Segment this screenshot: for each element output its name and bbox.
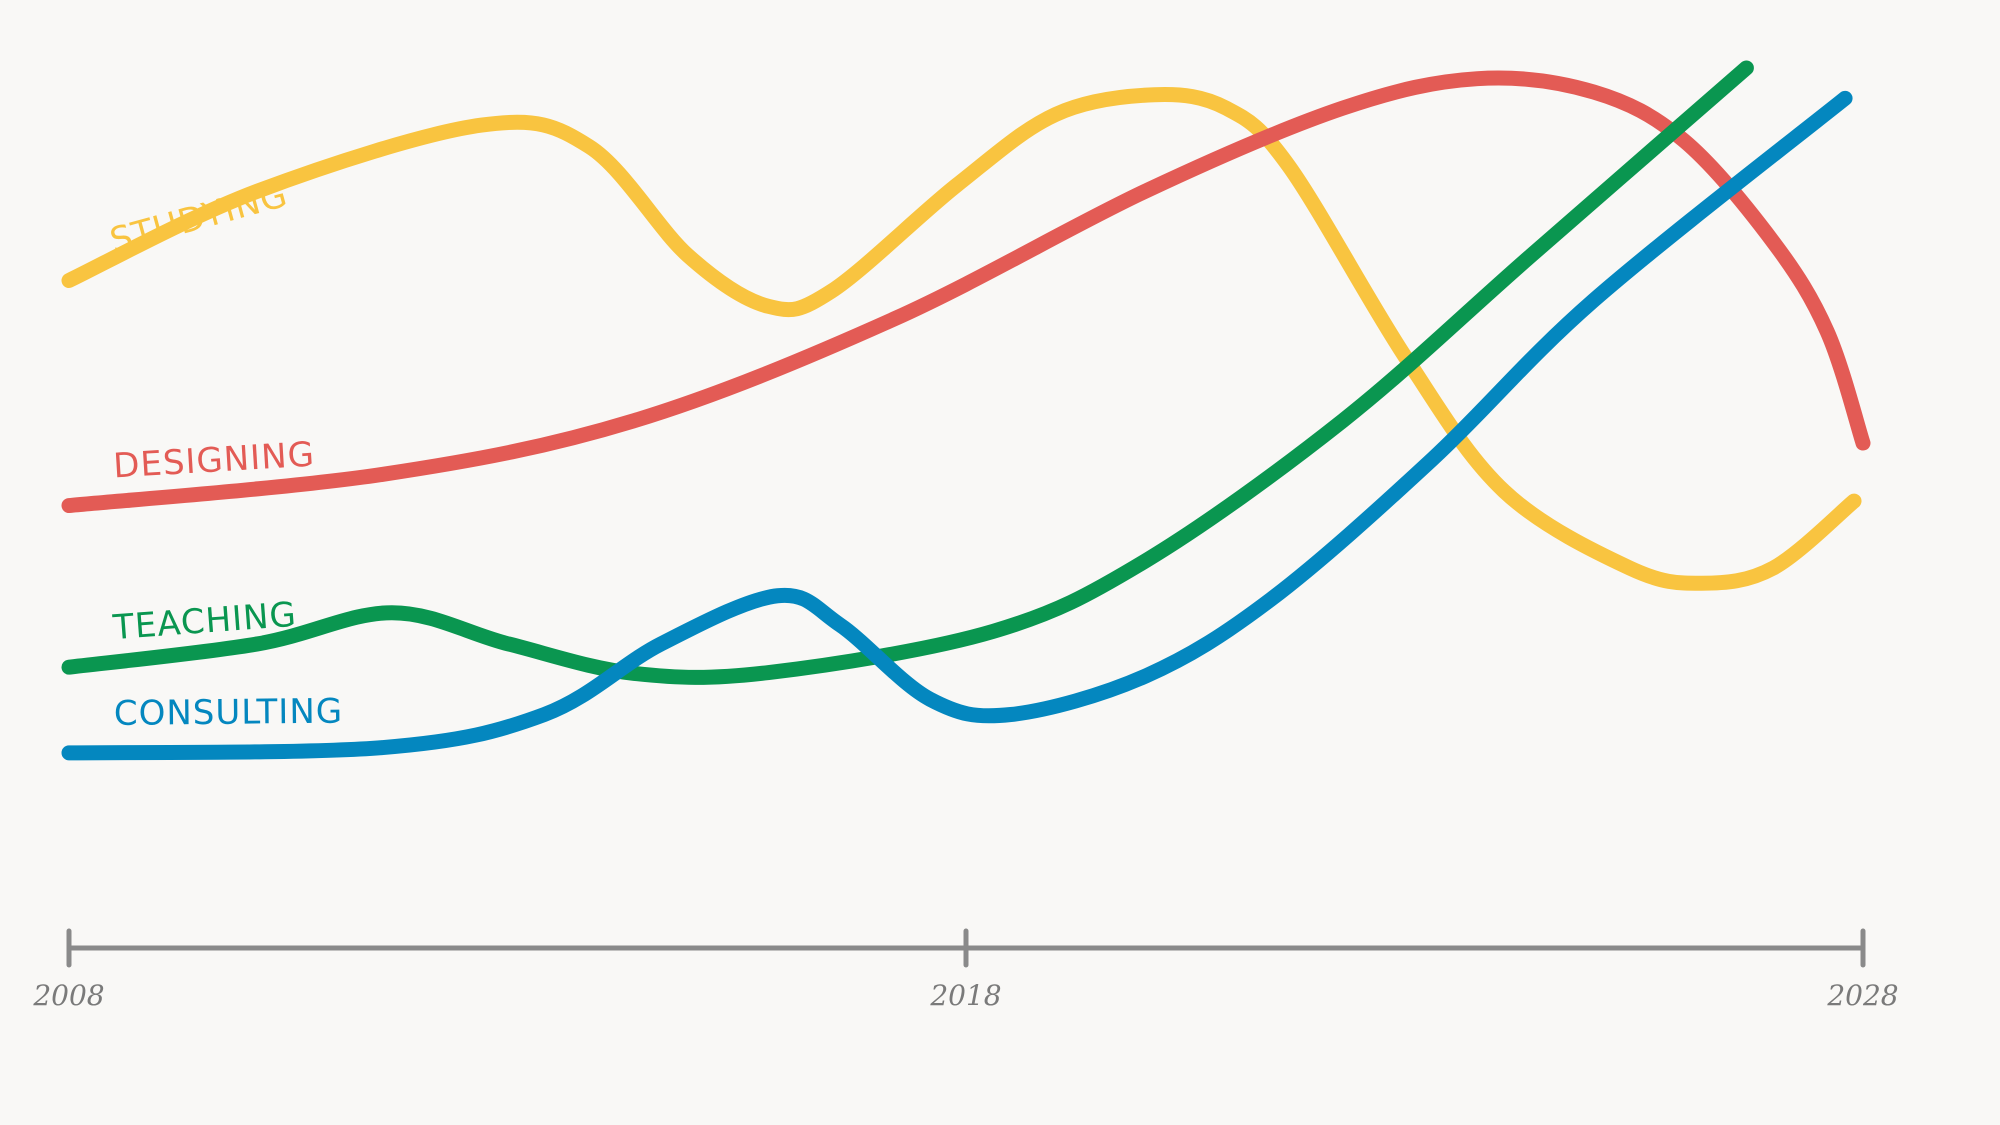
- series-line: [61, 87, 1862, 591]
- x-tick-label: 2018: [929, 979, 1001, 1012]
- series-label: STUDYING: [106, 175, 292, 261]
- series-line: [61, 90, 1853, 761]
- series-line: [61, 70, 1871, 514]
- x-tick-label: 2028: [1826, 979, 1898, 1012]
- x-tick-label: 2008: [32, 979, 104, 1012]
- series-label: CONSULTING: [114, 692, 344, 734]
- series-line: [61, 60, 1754, 685]
